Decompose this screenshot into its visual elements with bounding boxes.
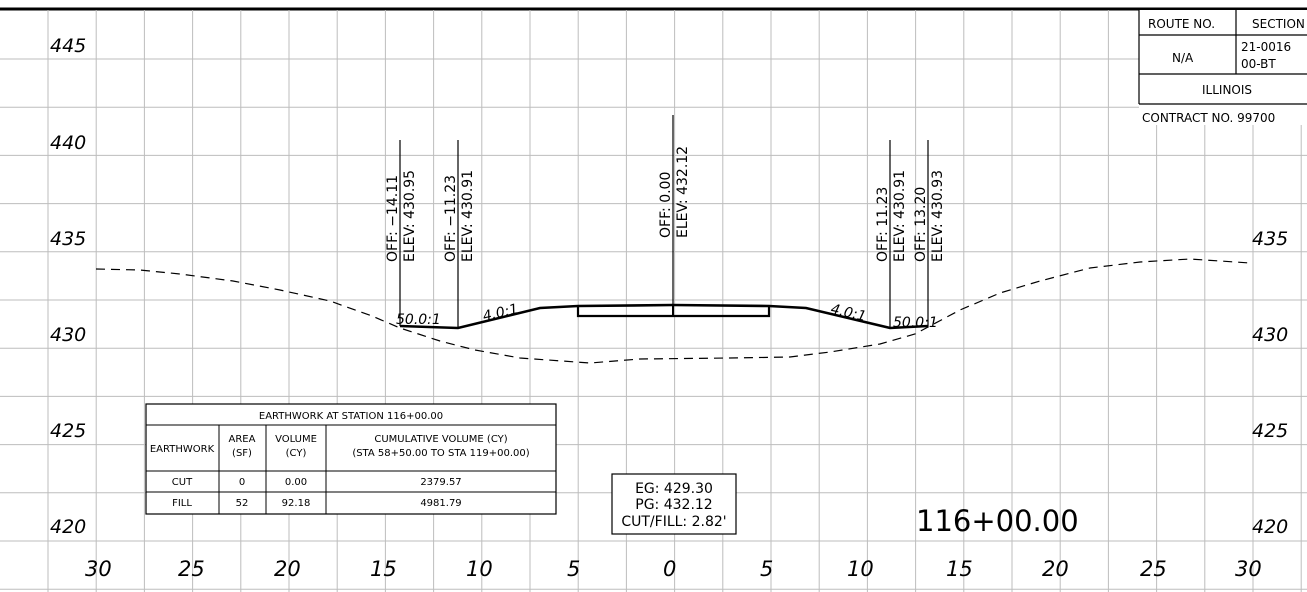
cut-fill-value: CUT/FILL: 2.82' — [621, 514, 726, 530]
slope-labels: 50.0:1 4.0:1 4.0:1 50.0:1 — [396, 301, 938, 331]
callout-offset: OFF: −14.11 — [385, 175, 401, 262]
earthwork-col-header: CUMULATIVE VOLUME (CY) — [374, 434, 507, 445]
earthwork-col-subheader: (STA 58+50.00 TO STA 119+00.00) — [352, 448, 529, 459]
offset-axis: 30 25 20 15 10 5 0 5 10 15 20 25 30 — [85, 557, 1262, 581]
section-value-line1: 21-0016 — [1241, 40, 1291, 54]
elevation-label: 435 — [1252, 228, 1288, 250]
elevation-label: 435 — [50, 228, 86, 250]
section-header: SECTION — [1252, 17, 1305, 31]
state-label: ILLINOIS — [1202, 83, 1252, 97]
elevation-axis-right: 435 430 425 420 — [1252, 228, 1288, 538]
section-value-line2: 00-BT — [1241, 57, 1276, 71]
route-no-value: N/A — [1172, 51, 1194, 65]
earthwork-cell: 52 — [236, 498, 249, 509]
earthwork-cell: 92.18 — [282, 498, 311, 509]
offset-label: 10 — [466, 557, 493, 581]
callout-offset: OFF: 11.23 — [875, 187, 891, 262]
offset-label: 30 — [85, 557, 112, 581]
elevation-label: 430 — [1252, 324, 1288, 346]
earthwork-col-header: (SF) — [232, 448, 252, 459]
station-label: 116+00.00 — [916, 504, 1079, 538]
offset-label: 30 — [1235, 557, 1262, 581]
callout-elevation: ELEV: 430.91 — [892, 170, 908, 262]
callout-labels: OFF: −14.11 ELEV: 430.95 OFF: −11.23 ELE… — [385, 146, 946, 262]
elevation-label: 420 — [50, 516, 86, 538]
existing-grade: EG: 429.30 — [635, 481, 713, 497]
slope-label: 4.0:1 — [481, 301, 520, 325]
existing-ground-line — [95, 258, 1251, 364]
slope-label: 4.0:1 — [829, 301, 868, 325]
elevation-axis-left: 445 440 435 430 425 420 — [50, 35, 86, 538]
callout-elevation: ELEV: 430.91 — [460, 170, 476, 262]
elevation-label: 425 — [1252, 420, 1288, 442]
callout-offset: OFF: −11.23 — [443, 175, 459, 262]
earthwork-cell: 4981.79 — [420, 498, 461, 509]
callout-offset: OFF: 0.00 — [658, 172, 674, 238]
earthwork-cell: CUT — [172, 477, 193, 488]
earthwork-title: EARTHWORK AT STATION 116+00.00 — [259, 411, 443, 422]
callout-elevation: ELEV: 432.12 — [675, 146, 691, 238]
proposed-grade: PG: 432.12 — [635, 497, 712, 513]
elevation-label: 425 — [50, 420, 86, 442]
elevation-label: 430 — [50, 324, 86, 346]
offset-label: 20 — [274, 557, 301, 581]
callout-elevation: ELEV: 430.93 — [930, 170, 946, 262]
grade-info-box: EG: 429.30 PG: 432.12 CUT/FILL: 2.82' — [611, 473, 737, 535]
title-block: ROUTE NO. SECTION N/A 21-0016 00-BT ILLI… — [1138, 10, 1307, 125]
offset-label: 5 — [760, 557, 773, 581]
offset-label: 20 — [1042, 557, 1069, 581]
earthwork-col-header: (CY) — [286, 448, 307, 459]
offset-label: 15 — [370, 557, 397, 581]
earthwork-cell: FILL — [172, 498, 192, 509]
slope-label: 50.0:1 — [893, 315, 938, 331]
callout-elevation: ELEV: 430.95 — [402, 170, 418, 262]
earthwork-cell: 0 — [239, 477, 245, 488]
callout-leaders — [399, 115, 929, 328]
earthwork-col-header: EARTHWORK — [150, 444, 215, 455]
earthwork-col-header: VOLUME — [275, 434, 317, 445]
offset-label: 25 — [1140, 557, 1167, 581]
earthwork-col-header: AREA — [229, 434, 256, 445]
offset-label: 15 — [946, 557, 973, 581]
offset-label: 0 — [663, 557, 676, 581]
offset-label: 10 — [847, 557, 874, 581]
callout-offset: OFF: 13.20 — [913, 187, 929, 262]
earthwork-cell: 2379.57 — [420, 477, 461, 488]
offset-label: 5 — [567, 557, 580, 581]
elevation-label: 440 — [50, 132, 86, 154]
earthwork-table: EARTHWORK AT STATION 116+00.00 EARTHWORK… — [145, 403, 557, 515]
offset-label: 25 — [178, 557, 205, 581]
earthwork-cell: 0.00 — [285, 477, 307, 488]
elevation-label: 445 — [50, 35, 86, 57]
contract-number: CONTRACT NO. 99700 — [1142, 111, 1275, 125]
slope-label: 50.0:1 — [396, 312, 441, 328]
elevation-label: 420 — [1252, 516, 1288, 538]
route-no-header: ROUTE NO. — [1148, 17, 1215, 31]
